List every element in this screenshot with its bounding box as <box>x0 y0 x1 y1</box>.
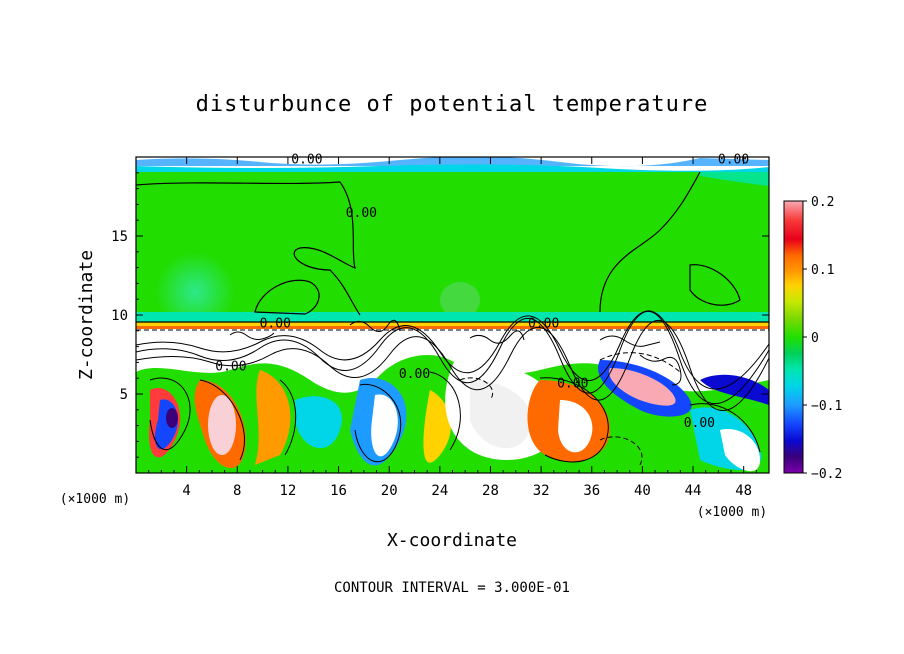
x-tick-label: 36 <box>583 483 600 499</box>
contour-label: 0.00 <box>528 317 559 332</box>
plot-area <box>136 157 769 473</box>
field-lower-yellow1 <box>423 390 451 463</box>
x-unit-right: (×1000 m) <box>697 505 767 520</box>
contour-label: 0.00 <box>346 206 377 221</box>
field-band-orange <box>136 326 769 329</box>
field-top-right-patch <box>700 172 769 186</box>
field-lower-pink2 <box>609 368 676 406</box>
x-tick-label: 20 <box>381 483 398 499</box>
field-band-yellow <box>136 322 769 326</box>
contour-label: 0.00 <box>215 359 246 374</box>
x-axis-title: X-coordinate <box>387 530 517 551</box>
y-axis: 5 10 15 <box>111 172 769 458</box>
contour-interval-note: CONTOUR INTERVAL = 3.000E-01 <box>334 580 570 596</box>
contour-label: 0.00 <box>557 377 588 392</box>
contour-lines-lower <box>149 371 761 463</box>
field-lower-white3 <box>470 379 532 449</box>
x-tick-label: 40 <box>634 483 651 499</box>
x-tick-label: 28 <box>482 483 499 499</box>
contour-label: 0.00 <box>684 416 715 431</box>
field-bubble-mid <box>440 282 480 318</box>
field-lower-white4 <box>558 400 593 453</box>
x-tick-label: 8 <box>233 483 241 499</box>
x-tick-label: 12 <box>279 483 296 499</box>
contour-label: 0.00 <box>291 152 322 167</box>
contour-label: 0.00 <box>399 367 430 382</box>
contour-labels: 0.00 0.00 0.00 0.00 0.00 0.00 0.00 0.00 0.00 <box>215 152 749 431</box>
colorbar-ticks: 0.2 0.1 0 −0.1 −0.2 <box>803 195 842 482</box>
x-tick-label: 32 <box>533 483 550 499</box>
y-tick-label: 10 <box>111 308 128 324</box>
x-tick-label: 48 <box>735 483 752 499</box>
x-tick-label: 24 <box>431 483 448 499</box>
colorbar-tick-label: 0 <box>811 331 819 346</box>
contour-label: 0.00 <box>260 317 291 332</box>
x-unit-left: (×1000 m) <box>60 492 130 507</box>
x-tick-label: 44 <box>685 483 702 499</box>
y-tick-label: 15 <box>111 229 128 245</box>
field-top-blue <box>136 157 769 167</box>
x-tick-label: 4 <box>182 483 190 499</box>
contour-label: 0.00 <box>718 152 749 167</box>
chart-title: disturbunce of potential temperature <box>196 92 709 117</box>
x-tick-label: 16 <box>330 483 347 499</box>
field-top-cyan <box>136 164 769 172</box>
y-tick-label: 5 <box>120 387 128 403</box>
field-lower-blue4 <box>700 374 769 405</box>
field-lower-orange2 <box>255 370 291 465</box>
field-band-white <box>136 329 769 339</box>
colorbar-tick-label: 0.2 <box>811 195 834 210</box>
colorbar-tick-label: −0.1 <box>811 399 842 414</box>
field-lower-pink1 <box>208 395 236 455</box>
x-axis: 4 8 12 16 20 24 28 32 36 40 44 48 <box>148 157 757 499</box>
colorbar-swatch <box>783 200 804 474</box>
y-axis-title: Z-coordinate <box>76 250 97 380</box>
contour-lines-upper <box>136 171 769 323</box>
field-lower-core1 <box>166 408 178 428</box>
colorbar: 0.2 0.1 0 −0.1 −0.2 <box>783 195 842 482</box>
field-lower-white1 <box>371 394 398 457</box>
field-lower-cyan1 <box>295 396 342 449</box>
colorbar-tick-label: −0.2 <box>811 467 842 482</box>
field-band-cyan <box>136 312 769 322</box>
field-lower-white5 <box>720 429 760 472</box>
colorbar-tick-label: 0.1 <box>811 263 834 278</box>
contour-lines-dashed <box>136 329 769 466</box>
